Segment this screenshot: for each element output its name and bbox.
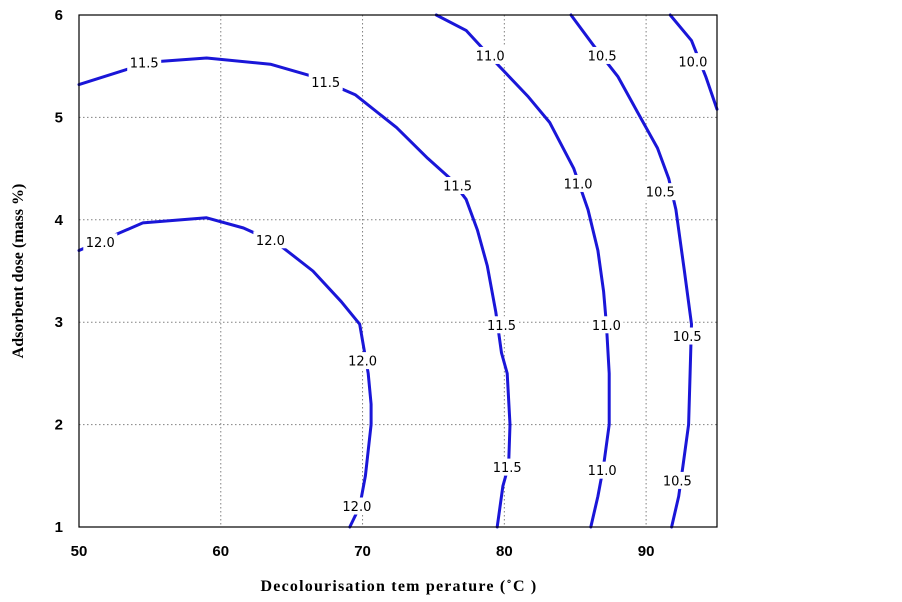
- contour-label: 10.5: [673, 330, 702, 345]
- contour-label: 10.5: [588, 49, 617, 64]
- contour-line-11.5: [77, 56, 512, 529]
- contour-label-background: [643, 183, 678, 201]
- x-tick-label: 60: [212, 543, 229, 560]
- y-tick-label: 2: [55, 417, 63, 434]
- contour-label-background: [308, 73, 343, 91]
- contour-label: 12.0: [256, 234, 285, 249]
- contour-label-background: [561, 174, 596, 192]
- contour-label-background: [670, 327, 705, 345]
- x-tick-label: 50: [71, 543, 88, 560]
- contour-label: 11.0: [564, 177, 593, 192]
- contour-label-background: [589, 316, 624, 334]
- y-tick-labels: 1 2 3 4 5 6: [55, 7, 64, 536]
- contour-label: 11.5: [493, 461, 522, 476]
- contour-label-background: [83, 233, 118, 251]
- contour-label: 11.5: [311, 76, 340, 91]
- contour-label: 10.5: [646, 186, 675, 201]
- contour-labels: 12.0 12.0 12.0 12.0 11.5 11.5 11.5 11.5 11.5 11.0…: [83, 46, 710, 515]
- contour-label-background: [473, 46, 508, 64]
- contour-label: 11.0: [592, 319, 621, 334]
- contour-label: 10.5: [663, 474, 692, 489]
- contour-label-background: [440, 177, 475, 195]
- y-tick-label: 4: [55, 212, 64, 229]
- y-axis-title: Adsorbent dose (mass %): [10, 184, 27, 359]
- y-tick-label: 3: [55, 314, 63, 331]
- contour-lines: [77, 13, 719, 529]
- contour-label-background: [585, 461, 620, 479]
- x-tick-label: 80: [496, 543, 513, 560]
- contour-label-background: [253, 231, 288, 249]
- contour-label-background: [490, 458, 525, 476]
- contour-label: 12.0: [348, 355, 377, 370]
- x-tick-label: 70: [354, 543, 371, 560]
- contour-label: 11.0: [588, 464, 617, 479]
- y-tick-label: 5: [55, 109, 63, 126]
- contour-label-background: [345, 352, 380, 370]
- contour-label-background: [127, 54, 162, 72]
- y-tick-label: 1: [55, 519, 63, 536]
- plot-frame: [78, 14, 718, 528]
- contour-label: 10.0: [678, 56, 707, 71]
- x-axis-title: Decolourisation tem perature (˚C ): [261, 578, 538, 595]
- contour-label: 12.0: [342, 500, 371, 515]
- contour-label-background: [675, 53, 710, 71]
- y-tick-label: 6: [55, 7, 63, 24]
- contour-label: 11.5: [487, 319, 516, 334]
- x-tick-labels: 50 60 70 80 90: [71, 543, 655, 560]
- contour-label-background: [660, 471, 695, 489]
- contour-label-background: [585, 46, 620, 64]
- contour-label-background: [484, 316, 519, 334]
- contour-label: 12.0: [86, 236, 115, 251]
- contour-line-10.5: [569, 13, 693, 529]
- contour-line-11.0: [434, 13, 611, 529]
- contour-label: 11.5: [443, 180, 472, 195]
- contour-label-background: [339, 497, 374, 515]
- x-tick-label: 90: [638, 543, 655, 560]
- grid-lines: [79, 15, 717, 527]
- contour-label: 11.0: [476, 49, 505, 64]
- contour-line-12.0: [77, 216, 373, 529]
- contour-label: 11.5: [130, 57, 159, 72]
